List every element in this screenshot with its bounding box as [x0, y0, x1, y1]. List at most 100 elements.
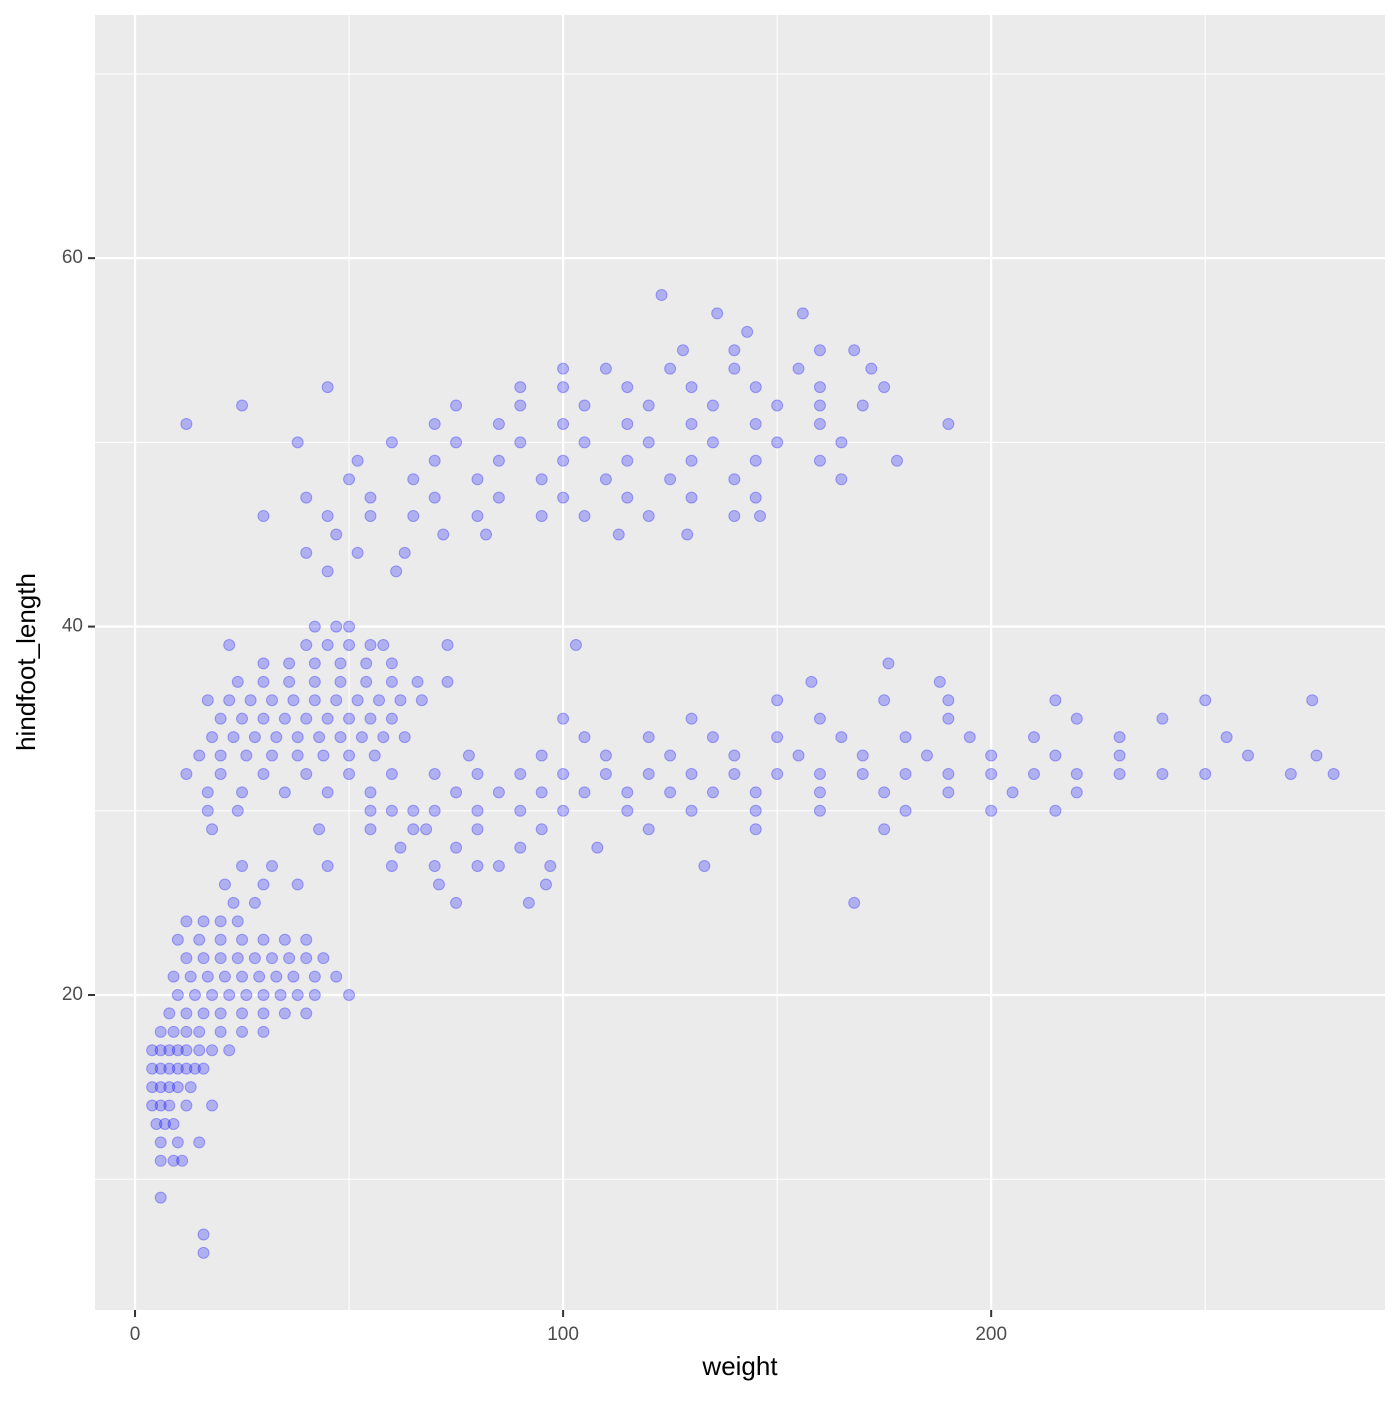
- point: [377, 639, 390, 651]
- point: [655, 289, 668, 301]
- point: [206, 1044, 219, 1057]
- point: [291, 878, 304, 891]
- point: [522, 896, 535, 909]
- point: [257, 510, 270, 523]
- point: [1199, 694, 1212, 707]
- point: [373, 694, 386, 707]
- point: [197, 1246, 210, 1259]
- point: [599, 473, 612, 486]
- point: [985, 767, 998, 780]
- point: [171, 1062, 184, 1075]
- point: [176, 1154, 189, 1167]
- point: [749, 454, 762, 467]
- point: [621, 804, 634, 817]
- point: [535, 473, 548, 486]
- point: [308, 970, 321, 983]
- point: [385, 712, 398, 725]
- point: [621, 491, 634, 504]
- point: [514, 767, 527, 780]
- point: [578, 436, 591, 449]
- point: [899, 767, 912, 780]
- point: [283, 952, 296, 965]
- point: [492, 417, 505, 430]
- point: [278, 712, 291, 725]
- y-axis-title: hindfoot_length: [11, 573, 41, 751]
- point: [856, 749, 869, 762]
- point: [557, 362, 570, 375]
- point: [835, 473, 848, 486]
- point: [171, 1136, 184, 1149]
- points: [146, 289, 1340, 1259]
- point: [1310, 749, 1323, 762]
- point: [291, 731, 304, 744]
- point: [206, 989, 219, 1001]
- point: [236, 399, 249, 412]
- point: [300, 712, 313, 725]
- point: [167, 1154, 180, 1167]
- point: [214, 952, 227, 965]
- point: [963, 731, 976, 744]
- point: [706, 436, 719, 449]
- point: [364, 786, 377, 799]
- point: [218, 878, 231, 891]
- point: [1156, 712, 1169, 725]
- point: [343, 712, 356, 725]
- point: [437, 528, 450, 541]
- point: [394, 694, 407, 707]
- point: [240, 989, 253, 1001]
- point: [236, 1025, 249, 1038]
- point: [1327, 767, 1340, 780]
- point: [492, 860, 505, 873]
- point: [899, 804, 912, 817]
- point: [878, 694, 891, 707]
- point: [154, 1191, 167, 1204]
- point: [330, 528, 343, 541]
- point: [214, 749, 227, 762]
- point: [300, 767, 313, 780]
- point: [266, 952, 279, 965]
- point: [591, 841, 604, 854]
- point: [385, 675, 398, 688]
- point: [1113, 767, 1126, 780]
- point: [257, 712, 270, 725]
- point: [462, 749, 475, 762]
- point: [450, 399, 463, 412]
- point: [257, 1007, 270, 1020]
- point: [728, 473, 741, 486]
- point: [813, 381, 826, 394]
- point: [343, 989, 356, 1001]
- point: [835, 731, 848, 744]
- point: [180, 767, 193, 780]
- point: [1113, 749, 1126, 762]
- point: [385, 804, 398, 817]
- point: [771, 436, 784, 449]
- point: [201, 970, 214, 983]
- point: [300, 952, 313, 965]
- point: [227, 896, 240, 909]
- point: [664, 473, 677, 486]
- point: [364, 510, 377, 523]
- point: [146, 1062, 159, 1075]
- point: [1199, 767, 1212, 780]
- point: [878, 381, 891, 394]
- point: [599, 362, 612, 375]
- point: [450, 436, 463, 449]
- point: [535, 510, 548, 523]
- point: [749, 381, 762, 394]
- point: [180, 915, 193, 928]
- point: [394, 841, 407, 854]
- point: [890, 454, 903, 467]
- point: [813, 344, 826, 357]
- point: [214, 1025, 227, 1038]
- point: [557, 417, 570, 430]
- point: [257, 657, 270, 670]
- point: [257, 989, 270, 1001]
- point: [248, 952, 261, 965]
- point: [180, 1025, 193, 1038]
- point: [257, 878, 270, 891]
- point: [557, 491, 570, 504]
- y-tick-label: 40: [62, 616, 83, 637]
- point: [321, 510, 334, 523]
- point: [193, 1025, 206, 1038]
- point: [621, 417, 634, 430]
